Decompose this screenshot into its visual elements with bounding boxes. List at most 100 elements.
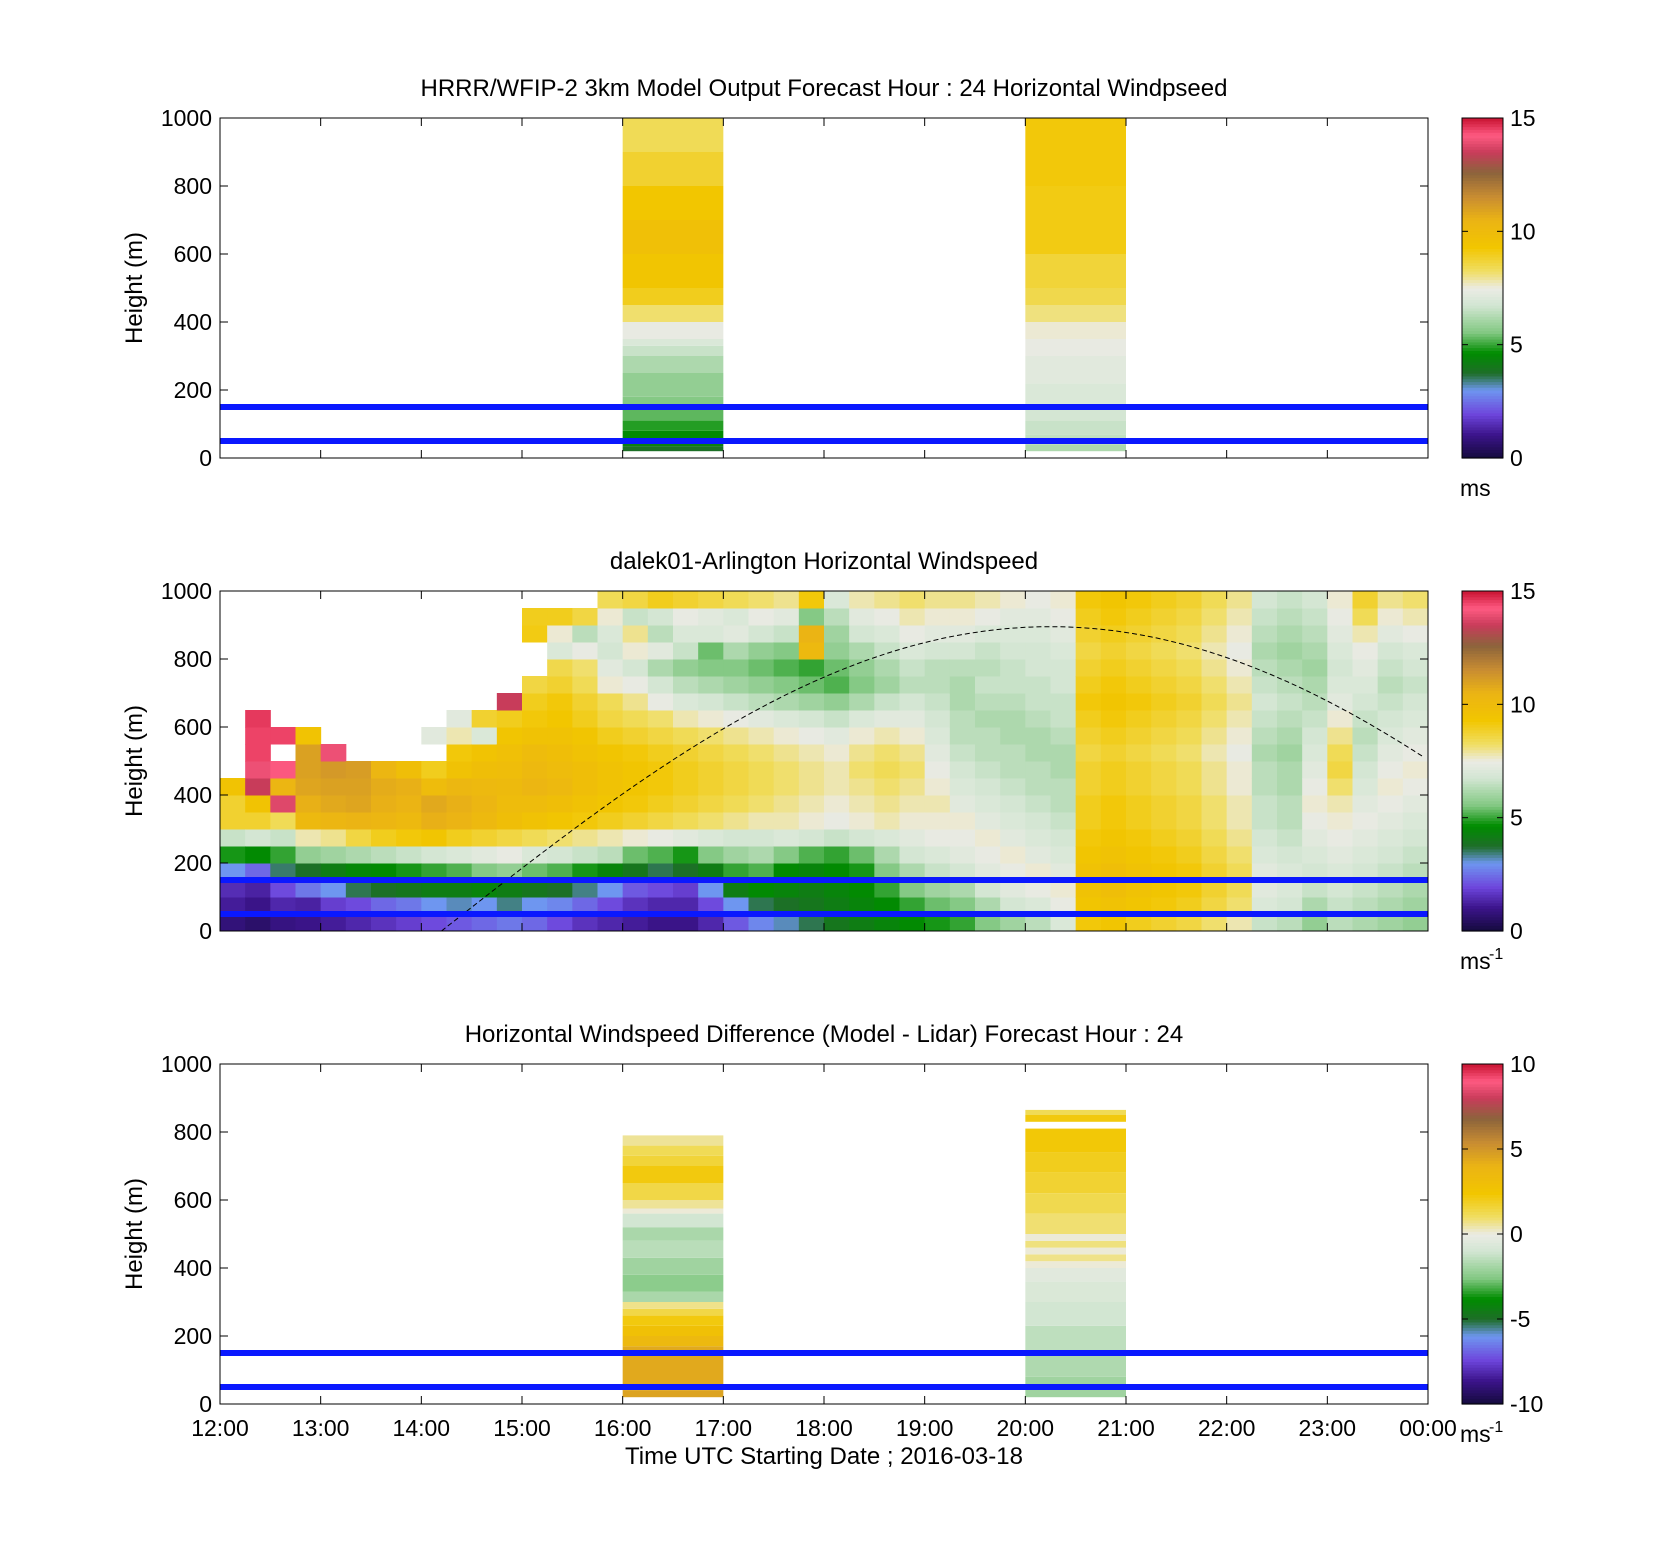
colorbar-segment xyxy=(1462,902,1503,907)
colorbar-segment xyxy=(1462,851,1503,856)
colorbar-segment xyxy=(1462,152,1503,156)
solar-elevation-curve xyxy=(441,626,1424,932)
heatmap-cell xyxy=(597,727,624,745)
heatmap-cell xyxy=(1025,846,1051,864)
heatmap-cell xyxy=(396,863,422,881)
heatmap-cell xyxy=(622,1274,724,1292)
heatmap-cell xyxy=(723,778,749,796)
heatmap-cell xyxy=(798,761,825,779)
heatmap-cell xyxy=(220,795,246,813)
heatmap-cell xyxy=(1176,795,1202,813)
colorbar-segment xyxy=(1462,1239,1503,1244)
colorbar-segment xyxy=(1462,443,1503,448)
heatmap-cell xyxy=(1402,591,1429,609)
heatmap-cell xyxy=(597,812,624,830)
heatmap-cell xyxy=(698,812,724,830)
heatmap-cell xyxy=(572,693,598,711)
heatmap-cell xyxy=(748,846,775,864)
colorbar-segment xyxy=(1462,1304,1503,1309)
heatmap-cell xyxy=(949,914,976,932)
colorbar-segment xyxy=(1462,783,1503,788)
heatmap-cell xyxy=(496,710,523,728)
colorbar-segment xyxy=(1462,239,1503,244)
heatmap-cell xyxy=(1050,829,1077,847)
heatmap-cell xyxy=(899,778,926,796)
colorbar-segment xyxy=(1462,848,1503,853)
heatmap-cell xyxy=(874,897,900,915)
colorbar-segment xyxy=(1462,418,1503,422)
heatmap-cell xyxy=(1126,659,1152,677)
colorbar-segment xyxy=(1462,186,1503,190)
heatmap-cell xyxy=(1126,676,1152,694)
heatmap-cell xyxy=(1151,812,1177,830)
heatmap-cell xyxy=(673,693,699,711)
heatmap-cell xyxy=(1226,727,1253,745)
heatmap-cell xyxy=(345,761,372,779)
heatmap-cell xyxy=(673,727,699,745)
heatmap-cell xyxy=(1000,625,1026,643)
heatmap-cell xyxy=(1352,829,1379,847)
heatmap-cell xyxy=(673,897,699,915)
heatmap-cell xyxy=(446,761,473,779)
colorbar-segment xyxy=(1462,1401,1503,1405)
colorbar-segment xyxy=(1462,1112,1503,1116)
colorbar-segment xyxy=(1462,129,1503,133)
colorbar-segment xyxy=(1462,911,1503,915)
heatmap-cell xyxy=(1327,795,1353,813)
colorbar-segment xyxy=(1462,356,1503,360)
heatmap-cell xyxy=(1226,676,1253,694)
heatmap-cell xyxy=(647,914,674,932)
heatmap-cell xyxy=(1226,914,1253,932)
heatmap-cell xyxy=(1251,693,1278,711)
heatmap-cell xyxy=(446,727,473,745)
colorbar-segment xyxy=(1462,177,1503,181)
colorbar-segment xyxy=(1462,149,1503,153)
colorbar-segment xyxy=(1462,670,1503,674)
heatmap-cell xyxy=(723,897,749,915)
heatmap-cell xyxy=(924,744,951,762)
colorbar-segment xyxy=(1462,1183,1503,1187)
colorbar-segment xyxy=(1462,1092,1503,1096)
colorbar-tick-label: 10 xyxy=(1510,1051,1536,1077)
heatmap-cell xyxy=(245,897,271,915)
heatmap-cell xyxy=(1025,118,1126,186)
heatmap-cell xyxy=(522,846,548,864)
x-tick-label: 13:00 xyxy=(292,1415,350,1441)
colorbar-segment xyxy=(1462,143,1503,147)
heatmap-cell xyxy=(899,812,926,830)
colorbar-segment xyxy=(1462,744,1503,748)
y-tick-label: 400 xyxy=(174,309,212,335)
colorbar-segment xyxy=(1462,1109,1503,1113)
heatmap-cell xyxy=(1302,591,1328,609)
heatmap-cell xyxy=(673,642,699,660)
colorbar-segment xyxy=(1462,353,1503,357)
heatmap-cell xyxy=(572,761,598,779)
colorbar-segment xyxy=(1462,710,1503,714)
heatmap-cell xyxy=(1277,778,1303,796)
heatmap-cells xyxy=(220,591,1429,932)
heatmap-cell xyxy=(572,846,598,864)
heatmap-cell xyxy=(698,863,724,881)
heatmap-cell xyxy=(522,761,548,779)
heatmap-cell xyxy=(1327,727,1353,745)
heatmap-cell xyxy=(622,744,649,762)
heatmap-cell xyxy=(1402,795,1429,813)
heatmap-cell xyxy=(798,591,825,609)
heatmap-cell xyxy=(1277,659,1303,677)
heatmap-cell xyxy=(1075,693,1102,711)
colorbar-segment xyxy=(1462,1132,1503,1136)
heatmap-cell xyxy=(1277,897,1303,915)
heatmap-cell xyxy=(1176,710,1202,728)
colorbar-segment xyxy=(1462,1103,1503,1108)
colorbar-segment xyxy=(1462,610,1503,615)
heatmap-cell xyxy=(597,778,624,796)
heatmap-cell xyxy=(748,727,775,745)
heatmap-cell xyxy=(345,795,372,813)
heatmap-cell xyxy=(496,812,523,830)
heatmap-cell xyxy=(220,914,246,932)
heatmap-cell xyxy=(924,812,951,830)
heatmap-cell xyxy=(496,846,523,864)
heatmap-cell xyxy=(673,744,699,762)
heatmap-cell xyxy=(572,710,598,728)
